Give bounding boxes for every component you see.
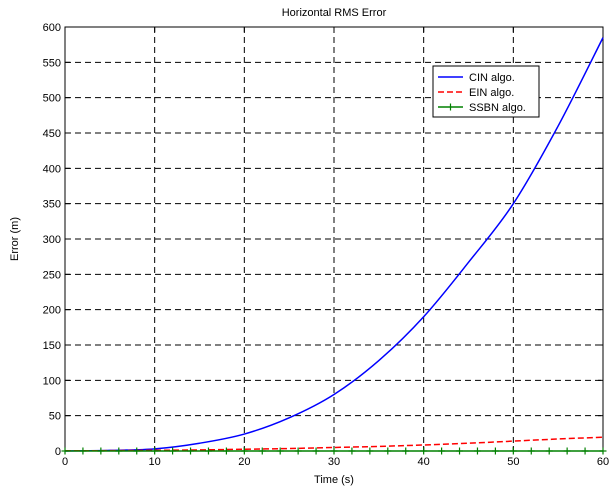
y-tick-label: 400 — [43, 163, 61, 175]
series-marker-ssbn-algo — [97, 447, 105, 455]
series-marker-ssbn-algo — [563, 447, 571, 455]
series-marker-ssbn-algo — [133, 447, 141, 455]
series-marker-ssbn-algo — [456, 447, 464, 455]
series-marker-ssbn-algo — [545, 447, 553, 455]
series-marker-ssbn-algo — [294, 447, 302, 455]
x-tick-label: 10 — [149, 456, 161, 468]
series-marker-ssbn-algo — [527, 447, 535, 455]
y-tick-label: 250 — [43, 269, 61, 281]
series-marker-ssbn-algo — [151, 447, 159, 455]
x-tick-label: 50 — [507, 456, 519, 468]
y-tick-label: 150 — [43, 340, 61, 352]
series-marker-ssbn-algo — [115, 447, 123, 455]
y-tick-label: 0 — [55, 446, 61, 458]
x-tick-label: 40 — [418, 456, 430, 468]
x-tick-label: 60 — [597, 456, 609, 468]
y-tick-label: 100 — [43, 375, 61, 387]
series-marker-ssbn-algo — [348, 447, 356, 455]
axis-ticks: 0 10 20 30 40 50 60050100150200250300350400450… — [43, 22, 609, 468]
series-layer — [61, 37, 607, 455]
series-marker-ssbn-algo — [599, 447, 607, 455]
x-tick-label: 20 — [238, 456, 250, 468]
legend: CIN algo. EIN algo. SSBN algo. — [432, 65, 540, 118]
y-tick-label: 550 — [43, 57, 61, 69]
series-marker-ssbn-algo — [420, 447, 428, 455]
y-tick-label: 450 — [43, 128, 61, 140]
y-tick-label: 50 — [49, 411, 61, 423]
series-marker-ssbn-algo — [473, 447, 481, 455]
series-marker-ssbn-algo — [204, 447, 212, 455]
legend-label-cin-algo: CIN algo. — [469, 72, 515, 84]
x-tick-label: 0 — [62, 456, 68, 468]
series-marker-ssbn-algo — [61, 447, 69, 455]
series-marker-ssbn-algo — [222, 447, 230, 455]
series-marker-ssbn-algo — [240, 447, 248, 455]
series-marker-ssbn-algo — [366, 447, 374, 455]
series-marker-ssbn-algo — [384, 447, 392, 455]
series-marker-ssbn-algo — [276, 447, 284, 455]
legend-label-ein-algo: EIN algo. — [469, 87, 514, 99]
y-tick-label: 300 — [43, 234, 61, 246]
series-marker-ssbn-algo — [258, 447, 266, 455]
y-axis-label: Error (m) — [9, 217, 21, 261]
series-marker-ssbn-algo — [402, 447, 410, 455]
series-marker-ssbn-algo — [169, 447, 177, 455]
y-tick-label: 350 — [43, 199, 61, 211]
series-marker-ssbn-algo — [581, 447, 589, 455]
legend-label-ssbn-algo: SSBN algo. — [469, 102, 526, 114]
series-marker-ssbn-algo — [438, 447, 446, 455]
series-marker-ssbn-algo — [509, 447, 517, 455]
y-tick-label: 500 — [43, 93, 61, 105]
series-marker-ssbn-algo — [187, 447, 195, 455]
series-marker-ssbn-algo — [79, 447, 87, 455]
y-tick-label: 600 — [43, 22, 61, 34]
chart-title: Horizontal RMS Error — [282, 7, 387, 19]
series-marker-ssbn-algo — [491, 447, 499, 455]
series-marker-ssbn-algo — [312, 447, 320, 455]
series-marker-ssbn-algo — [330, 447, 338, 455]
y-tick-label: 200 — [43, 305, 61, 317]
x-tick-label: 30 — [328, 456, 340, 468]
x-axis-label: Time (s) — [314, 474, 354, 486]
